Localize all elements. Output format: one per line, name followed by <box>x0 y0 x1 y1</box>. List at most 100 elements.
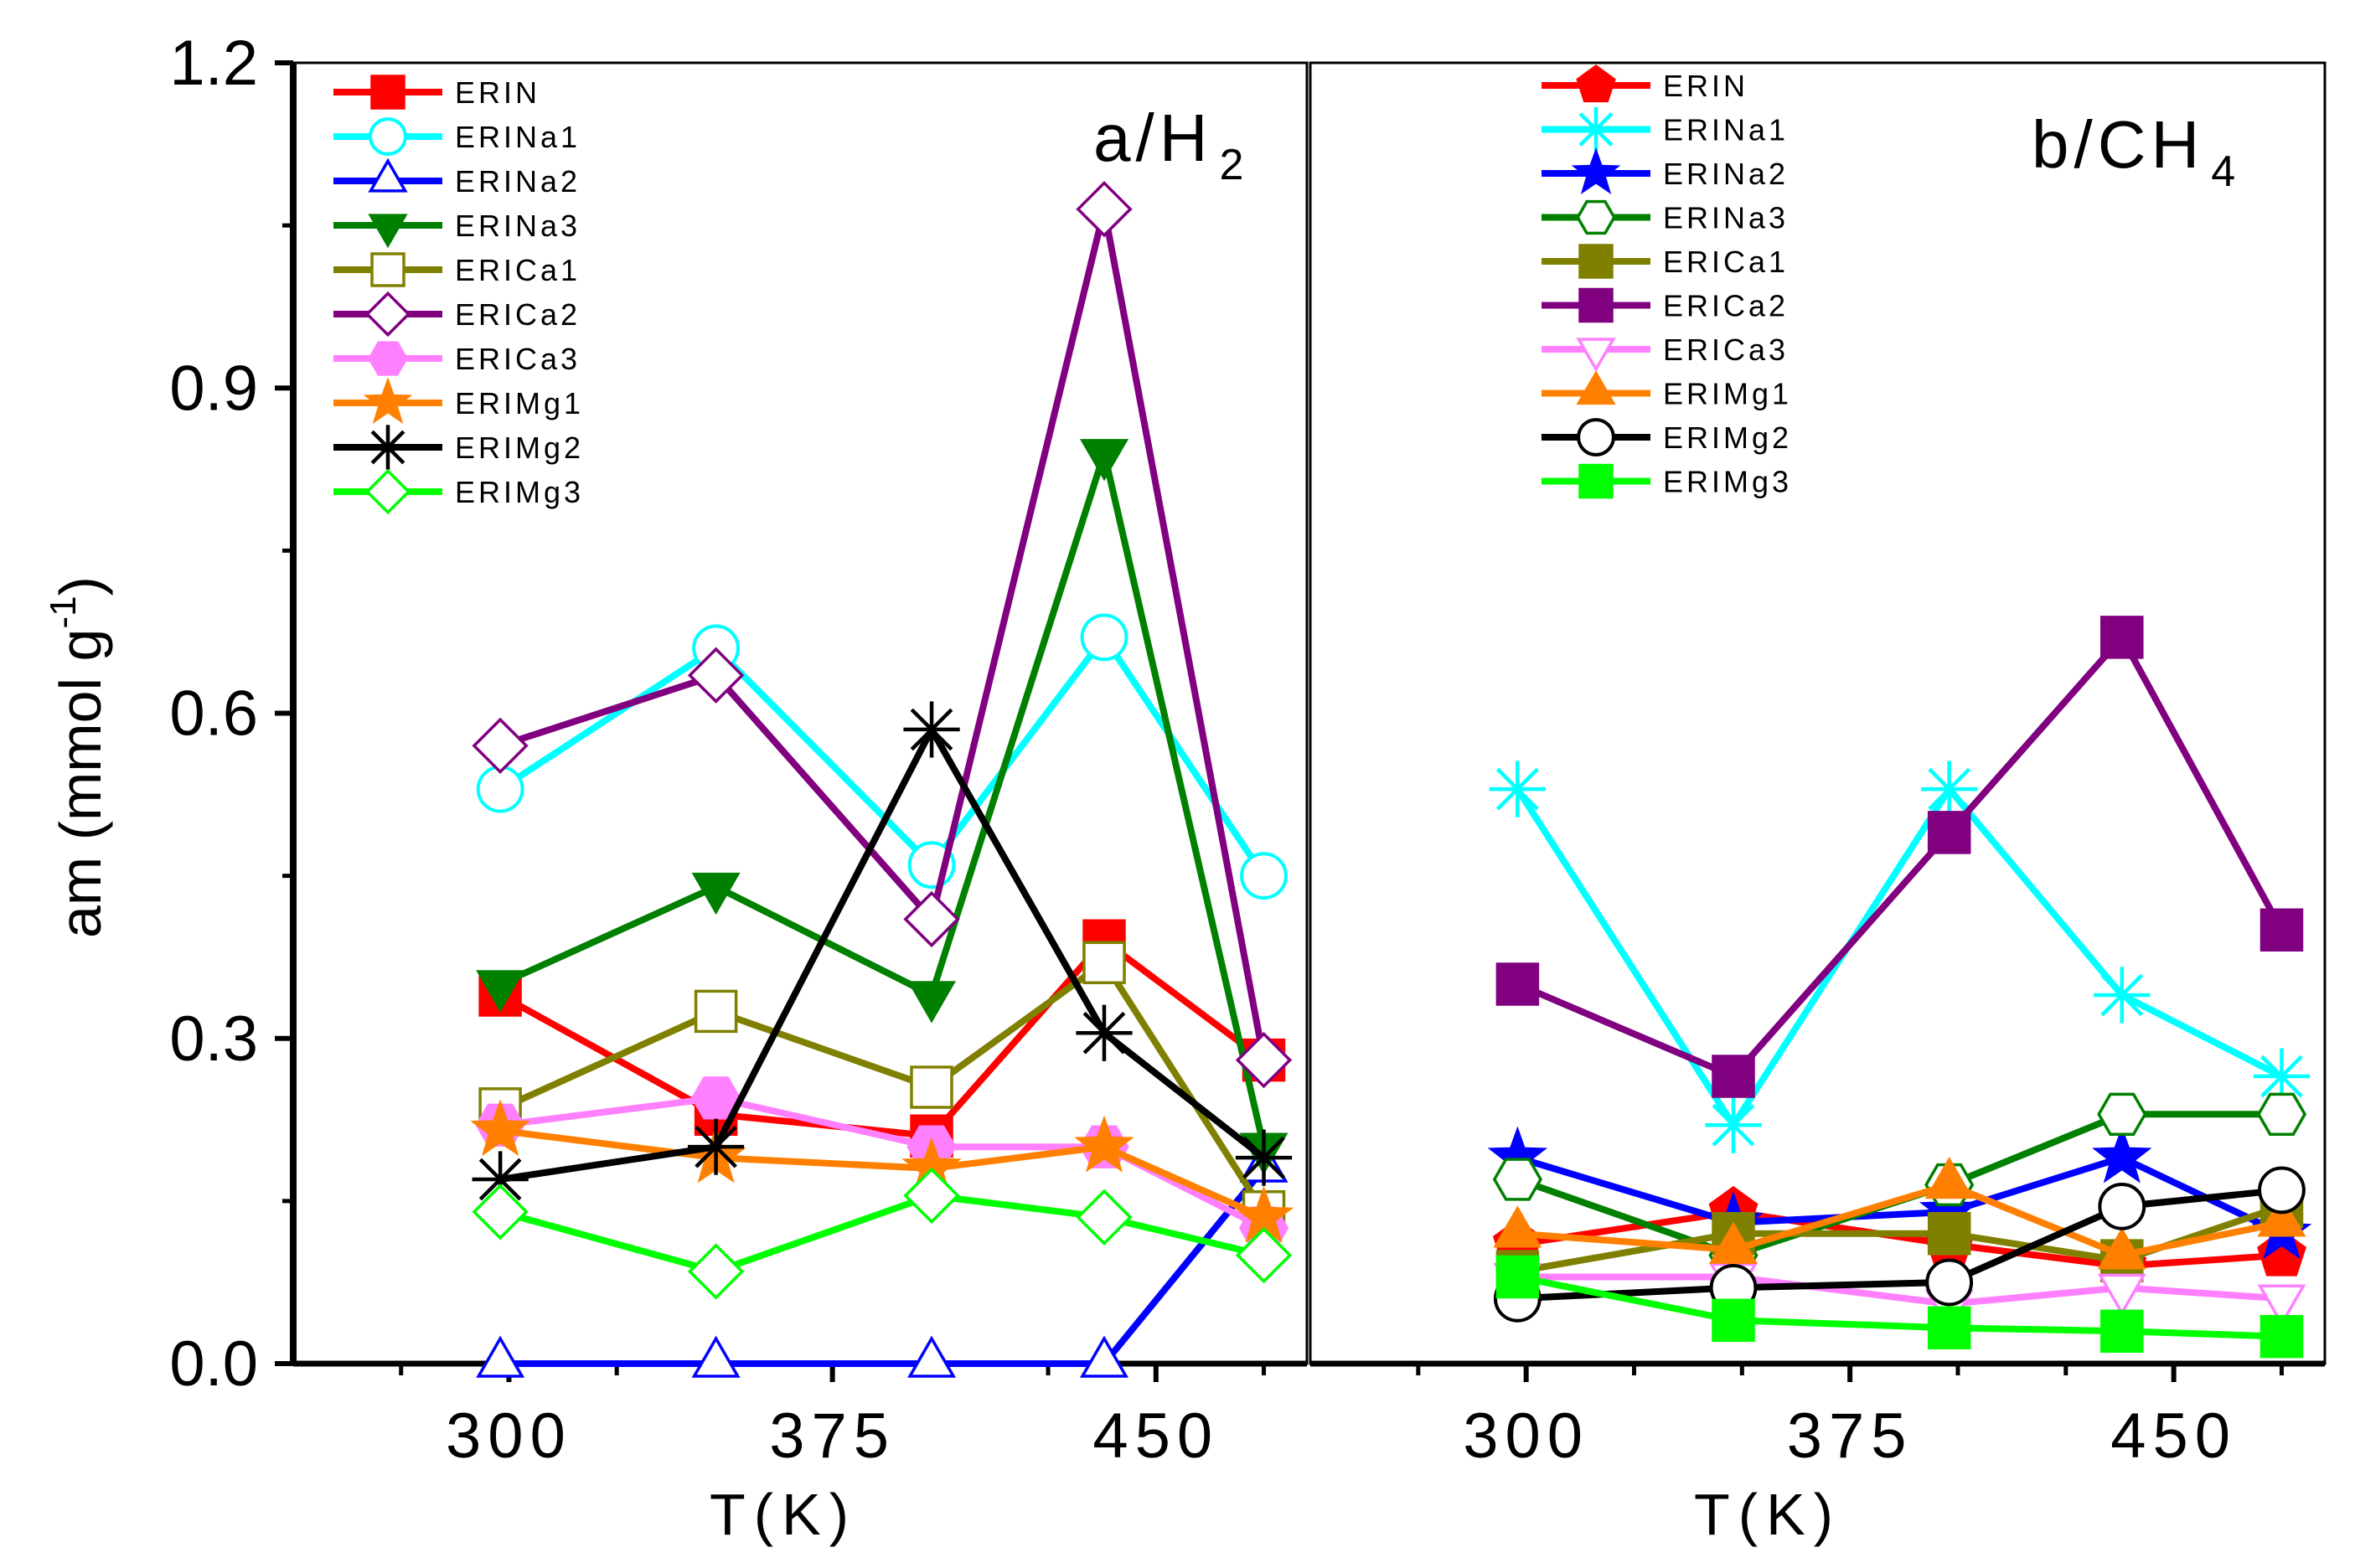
data-point <box>1079 1335 1129 1378</box>
legend-marker <box>368 157 408 193</box>
y-tick-label: 0.6 <box>169 678 258 750</box>
series-line <box>497 1127 1268 1221</box>
legend-item-b-erimg3: ERIMg3 <box>1542 463 1792 499</box>
data-point <box>2257 1284 2306 1327</box>
x-axis-title-b: T(K) <box>1694 1482 1841 1547</box>
data-point <box>1235 1226 1293 1284</box>
legend-marker <box>1576 370 1616 405</box>
legend-marker <box>1576 64 1616 103</box>
x-tick-label: 300 <box>446 1400 572 1472</box>
data-point-stroke <box>695 1125 737 1168</box>
legend-marker <box>370 252 405 287</box>
data-point-stroke <box>1496 767 1539 811</box>
series-a-erica2 <box>472 181 1293 1089</box>
series-line <box>497 1192 1268 1275</box>
data-point <box>2097 1092 2147 1136</box>
axes-layer: 0.0 0.3 0.6 0.9 1.2 300 375 450 300 375 450 <box>169 28 2327 1472</box>
series-line <box>1514 786 2285 1129</box>
legend-item-b-erina2: ERINa2 <box>1542 147 1785 195</box>
series-a-erimg3 <box>472 1167 1293 1300</box>
legend-item-a-erimg3: ERIMg3 <box>333 468 584 515</box>
data-point <box>1495 962 1540 1006</box>
data-point <box>1925 1258 1974 1307</box>
legend-label: ERIMg3 <box>455 475 584 509</box>
x-tick-label: 300 <box>1463 1400 1589 1472</box>
legend-layer: ERIN ERINa1 ERINa2 ERINa3 ERICa1 ERICa2 ERICa3… <box>333 64 1792 515</box>
legend-label: ERIN <box>1663 69 1748 103</box>
data-point <box>2100 616 2144 659</box>
legend-marker-stroke <box>370 430 405 465</box>
data-point <box>1927 1306 1971 1350</box>
data-point <box>472 717 529 774</box>
legend-label: ERICa2 <box>455 297 581 332</box>
legend-item-a-erina2: ERINa2 <box>333 157 577 199</box>
data-point <box>1076 1004 1133 1061</box>
data-point <box>1489 761 1546 818</box>
legend-label: ERIMg2 <box>1663 420 1792 455</box>
panel-label-b-sub: 4 <box>2211 147 2240 196</box>
legend-item-a-erin: ERIN <box>333 75 540 110</box>
legend-marker <box>1578 287 1614 323</box>
data-point <box>1080 613 1128 662</box>
data-point <box>1235 1031 1293 1089</box>
series-b-erimg3 <box>1495 1255 2304 1359</box>
legend-item-b-erina1: ERINa1 <box>1542 106 1789 152</box>
legend-label: ERINa1 <box>1663 113 1789 147</box>
data-point <box>2259 1314 2304 1359</box>
data-point <box>2097 1273 2146 1316</box>
legend-item-a-erimg1: ERIMg1 <box>333 377 584 425</box>
legend-marker <box>1578 244 1614 279</box>
data-point <box>2259 908 2304 952</box>
data-point <box>1240 852 1288 900</box>
data-point <box>1076 1189 1133 1246</box>
series-line <box>497 959 1268 1215</box>
legend-label: ERIMg3 <box>1663 465 1792 499</box>
data-point <box>903 701 960 758</box>
data-point <box>2094 967 2151 1024</box>
data-point <box>1712 1298 1755 1342</box>
data-point-stroke <box>2100 973 2144 1017</box>
legend-item-b-erina3: ERINa3 <box>1542 199 1785 235</box>
data-point <box>1921 761 1978 818</box>
series-a-erimg2 <box>472 701 1293 1208</box>
series-a-erimg1 <box>470 1099 1294 1243</box>
series-line <box>497 449 1268 1151</box>
data-point-stroke <box>478 1158 522 1201</box>
legend-label: ERICa1 <box>1663 245 1789 279</box>
legend-marker <box>364 291 411 338</box>
legend-label: ERICa3 <box>455 342 581 376</box>
x-axis-title-a: T(K) <box>710 1482 857 1547</box>
x-tick-label: 450 <box>2110 1400 2237 1472</box>
plot-frame-b <box>1309 61 2327 1365</box>
y-axis-title-text: am (mmol g <box>48 629 113 938</box>
panel-label-a-main: a/H <box>1093 101 1213 175</box>
y-tick-label: 0.0 <box>169 1328 258 1400</box>
legend-label: ERIN <box>455 75 540 110</box>
data-point <box>687 1243 745 1300</box>
x-tick-label: 375 <box>769 1400 896 1472</box>
data-point <box>1705 1096 1762 1153</box>
legend-item-a-erina1: ERINa1 <box>333 117 581 156</box>
legend-marker <box>1578 463 1614 499</box>
panel-label-b-main: b/CH <box>2032 107 2204 182</box>
legend-label: ERICa3 <box>1663 333 1789 367</box>
legend-item-a-erimg2: ERIMg2 <box>333 425 581 470</box>
legend-label: ERIMg1 <box>455 386 584 420</box>
legend-label: ERINa1 <box>455 120 581 154</box>
y-axis-title-sup: -1 <box>43 596 84 628</box>
data-point <box>2256 1092 2307 1136</box>
legend-item-a-erica1: ERICa1 <box>333 252 577 287</box>
y-tick-label: 1.2 <box>169 28 258 99</box>
series-line <box>497 1165 1268 1367</box>
y-axis-title: am (mmol g-1) <box>43 576 113 938</box>
legend-label: ERINa3 <box>455 209 581 243</box>
series-a-erin <box>478 919 1286 1158</box>
legend-label: ERICa2 <box>1663 289 1789 323</box>
data-point <box>2258 1166 2306 1215</box>
data-point <box>2253 1048 2311 1105</box>
legend-marker <box>1577 418 1615 456</box>
data-point <box>1924 1157 1974 1199</box>
data-point <box>1492 1158 1543 1201</box>
data-point <box>2100 1309 2144 1353</box>
